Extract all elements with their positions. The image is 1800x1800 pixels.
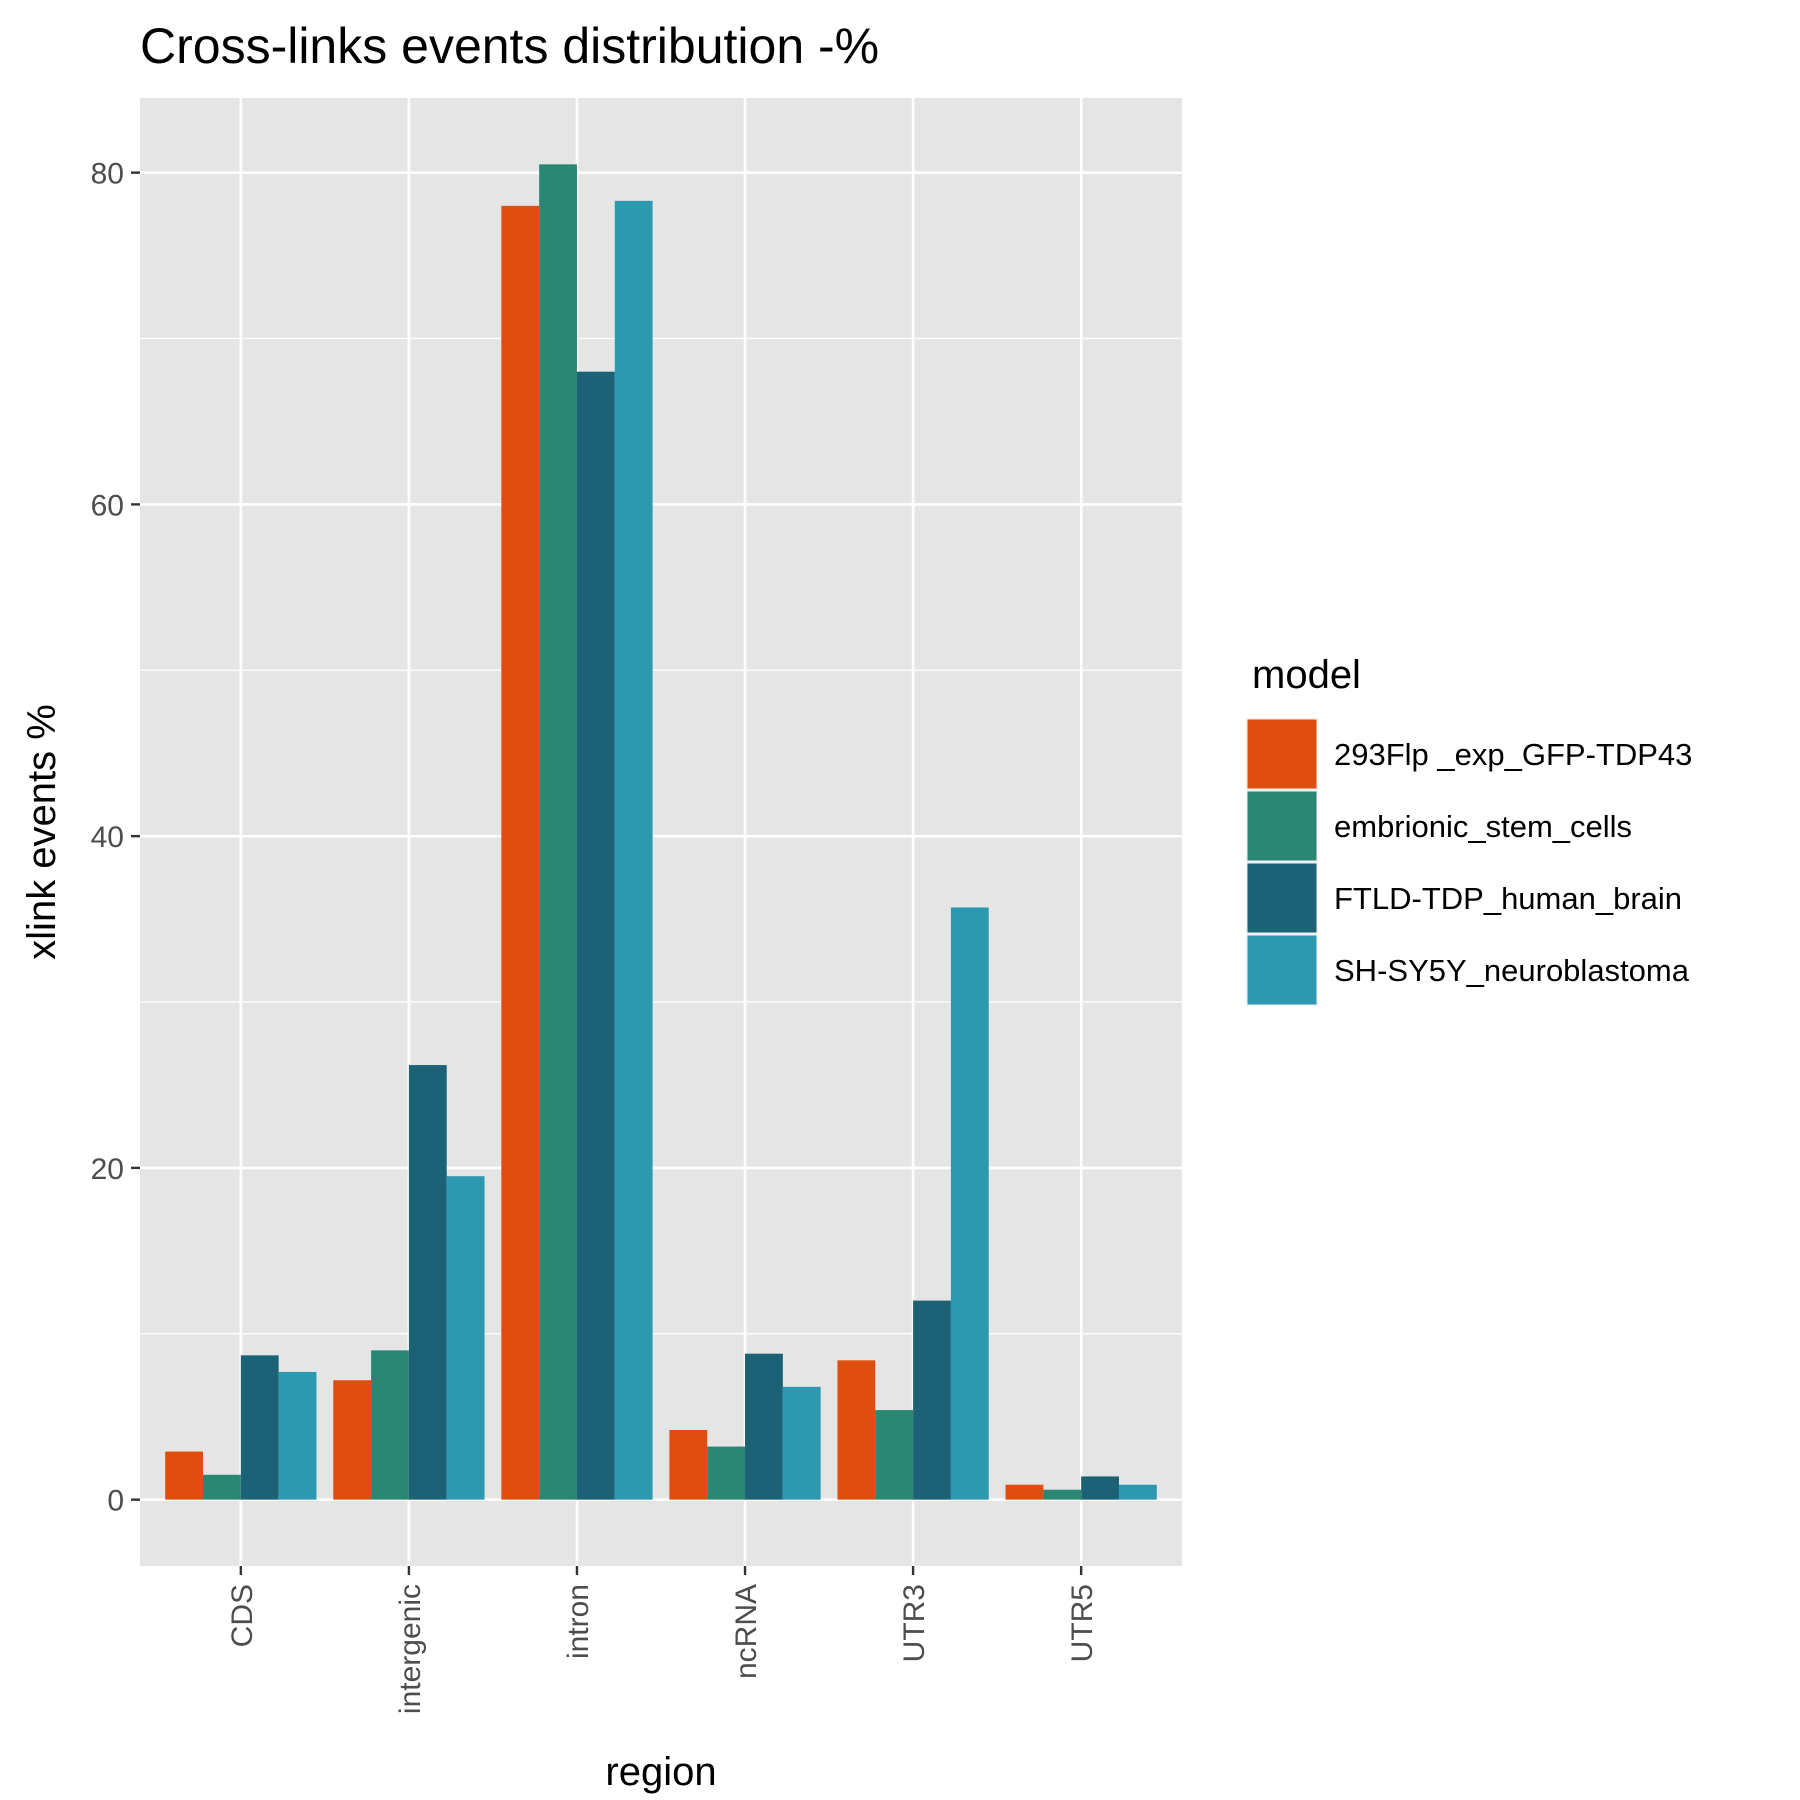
x-tick-label: CDS bbox=[226, 1584, 259, 1647]
bar-UTR5-1 bbox=[1005, 1484, 1044, 1500]
legend-swatch bbox=[1247, 863, 1317, 933]
legend-label: FTLD-TDP_human_brain bbox=[1334, 881, 1682, 916]
bar-UTR5-4 bbox=[1118, 1484, 1157, 1500]
y-tick-label: 80 bbox=[91, 158, 124, 191]
bar-UTR5-3 bbox=[1081, 1476, 1119, 1500]
x-axis: CDS intergenic intron ncRNA UTR3 UTR5 bbox=[226, 1566, 1099, 1714]
bar-intron-2 bbox=[539, 164, 577, 1500]
legend-label: SH-SY5Y_neuroblastoma bbox=[1334, 953, 1690, 988]
legend-swatch bbox=[1247, 791, 1317, 861]
bar-UTR5-2 bbox=[1043, 1489, 1082, 1500]
bar-CDS-4 bbox=[278, 1371, 317, 1500]
y-tick-label: 60 bbox=[91, 489, 124, 522]
bar-CDS-3 bbox=[240, 1355, 279, 1500]
x-axis-title: region bbox=[605, 1750, 716, 1794]
x-tick-label: intergenic bbox=[394, 1584, 427, 1714]
bar-CDS-1 bbox=[165, 1451, 204, 1500]
y-tick-label: 40 bbox=[91, 821, 124, 854]
bar-UTR3-4 bbox=[950, 907, 989, 1500]
bar-UTR3-2 bbox=[875, 1410, 914, 1500]
x-tick-label: ncRNA bbox=[730, 1584, 763, 1679]
legend-swatch bbox=[1247, 719, 1317, 789]
bar-ncRNA-4 bbox=[782, 1386, 821, 1500]
x-tick-label: UTR5 bbox=[1066, 1584, 1099, 1662]
bar-intron-3 bbox=[576, 371, 615, 1500]
bar-CDS-2 bbox=[203, 1474, 241, 1500]
bar-ncRNA-2 bbox=[707, 1446, 746, 1500]
bars bbox=[165, 164, 1157, 1500]
legend-title: model bbox=[1252, 653, 1361, 697]
bar-intergenic-3 bbox=[408, 1065, 447, 1500]
y-tick-label: 0 bbox=[107, 1485, 124, 1518]
y-axis-title: xlink events % bbox=[20, 704, 64, 960]
y-axis: 0 20 40 60 80 bbox=[91, 158, 140, 1518]
x-tick-label: UTR3 bbox=[898, 1584, 931, 1662]
bar-UTR3-3 bbox=[913, 1300, 951, 1500]
legend-label: 293Flp _exp_GFP-TDP43 bbox=[1334, 737, 1692, 772]
bar-intergenic-1 bbox=[333, 1380, 372, 1500]
bar-intron-1 bbox=[501, 205, 540, 1500]
bar-intron-4 bbox=[614, 200, 653, 1500]
legend-swatch bbox=[1247, 935, 1317, 1005]
legend: model 293Flp _exp_GFP-TDP43 embrionic_ste… bbox=[1246, 653, 1692, 1006]
bar-ncRNA-1 bbox=[669, 1429, 708, 1500]
bar-ncRNA-3 bbox=[745, 1353, 783, 1500]
x-tick-label: intron bbox=[562, 1584, 595, 1659]
y-tick-label: 20 bbox=[91, 1153, 124, 1186]
bar-intergenic-4 bbox=[446, 1176, 485, 1500]
chart-title: Cross-links events distribution -% bbox=[140, 18, 879, 74]
legend-label: embrionic_stem_cells bbox=[1334, 809, 1632, 844]
bar-intergenic-2 bbox=[371, 1350, 409, 1500]
bar-UTR3-1 bbox=[837, 1360, 876, 1500]
plot-panel bbox=[140, 98, 1182, 1566]
